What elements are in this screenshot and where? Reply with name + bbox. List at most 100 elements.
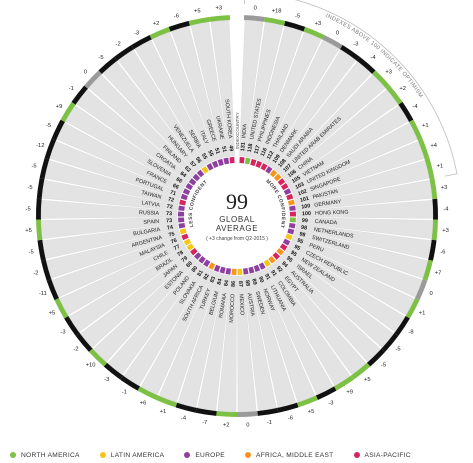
country-spoke	[102, 61, 201, 173]
region-marker	[273, 173, 282, 182]
index-value: 73	[166, 218, 172, 224]
legend-label: ASIA-PACIFIC	[364, 451, 411, 459]
region-marker	[280, 183, 289, 191]
change-label: -2	[116, 42, 121, 48]
index-value: 105	[291, 175, 302, 185]
index-value: 92	[275, 265, 283, 273]
country-spoke	[296, 200, 434, 219]
change-label: +1	[160, 409, 167, 415]
index-value: 109	[272, 154, 282, 165]
change-segment	[398, 101, 414, 123]
country-spoke	[273, 61, 372, 173]
country-spoke	[65, 105, 188, 188]
change-segment	[54, 298, 69, 319]
index-value: 83	[209, 276, 217, 284]
region-marker	[260, 163, 268, 171]
region-marker	[201, 166, 209, 174]
index-value: 56	[194, 156, 202, 164]
region-marker	[177, 211, 185, 217]
change-segment	[103, 362, 123, 380]
country-spoke	[249, 273, 297, 408]
change-segment	[339, 44, 360, 61]
change-label: +2	[223, 422, 230, 428]
country-spoke	[217, 275, 237, 413]
country-spoke	[289, 122, 418, 193]
country-spoke	[107, 260, 203, 375]
index-value: 116	[260, 147, 269, 157]
change-segment	[386, 85, 403, 105]
change-label: -3	[353, 42, 358, 48]
index-value: 117	[253, 145, 261, 155]
global-average-value: 99	[226, 189, 248, 214]
country-spoke	[292, 141, 425, 199]
change-label: +5	[364, 377, 371, 383]
index-value: 72	[167, 197, 174, 204]
country-spoke	[41, 179, 179, 211]
index-value: 118	[247, 143, 255, 153]
index-value: 55	[206, 150, 214, 158]
change-segment	[277, 402, 299, 413]
confidence-radial-chart: INDEXES ABOVE 100 INDICATE OPTIMISM INDI…	[25, 0, 458, 428]
country-spoke	[158, 270, 219, 403]
change-segment	[333, 375, 354, 391]
country-label: SOUTH KOREA	[223, 99, 232, 139]
change-label: -1	[69, 86, 74, 92]
region-marker	[244, 157, 251, 165]
change-segment	[64, 316, 80, 336]
change-label: +5	[194, 8, 201, 14]
country-label: ITALY	[198, 130, 209, 146]
country-spoke	[237, 275, 257, 413]
country-spoke	[257, 31, 322, 163]
region-marker	[288, 222, 296, 229]
region-marker	[179, 228, 187, 235]
region-marker	[178, 222, 186, 229]
change-segment	[264, 16, 286, 26]
change-segment	[432, 198, 439, 220]
legend-item-latin-america: LATIN AMERICA	[99, 449, 165, 461]
change-segment	[195, 407, 217, 416]
country-labels: INDIA UNITED STATESPHILIPPINESINDONESIATH…	[131, 98, 354, 323]
change-label: 0	[84, 70, 87, 76]
index-value: 106	[287, 169, 298, 179]
change-segment	[422, 259, 433, 281]
country-label: MEXICO	[238, 294, 245, 316]
change-label: -4	[181, 416, 187, 422]
country-spoke	[51, 235, 183, 298]
region-marker	[206, 163, 214, 171]
country-spoke	[190, 21, 229, 158]
index-value: 100	[301, 203, 311, 210]
change-segment	[36, 219, 43, 241]
change-label: -3	[104, 377, 109, 383]
region-marker	[255, 160, 263, 169]
country-spoke	[171, 25, 223, 160]
index-value: 66	[172, 183, 180, 191]
country-spoke	[294, 160, 430, 205]
change-label: +5	[49, 311, 56, 317]
index-value: 55	[200, 152, 208, 160]
region-marker	[279, 243, 288, 251]
change-segment	[366, 348, 386, 367]
change-label: 0	[246, 422, 249, 428]
country-spoke	[45, 229, 181, 279]
region-marker	[243, 267, 249, 275]
region-marker	[193, 252, 202, 260]
index-value: 84	[216, 278, 223, 285]
index-value: 101	[300, 196, 310, 204]
change-segment	[84, 70, 102, 89]
region-marker	[269, 169, 278, 178]
change-label: -7	[202, 420, 207, 426]
index-value: 64	[179, 171, 187, 179]
change-label: +3	[385, 70, 392, 76]
region-marker	[219, 266, 226, 274]
country-spoke	[251, 25, 303, 160]
region-marker	[250, 158, 257, 166]
country-spoke	[123, 264, 208, 387]
change-label: -4	[370, 55, 376, 61]
change-segment	[257, 407, 279, 416]
index-value: 66	[175, 177, 183, 185]
index-value: 75	[168, 231, 175, 238]
country-spoke	[80, 251, 193, 348]
index-value: 112	[266, 150, 275, 161]
change-segment	[296, 395, 318, 408]
country-spoke	[261, 268, 334, 396]
